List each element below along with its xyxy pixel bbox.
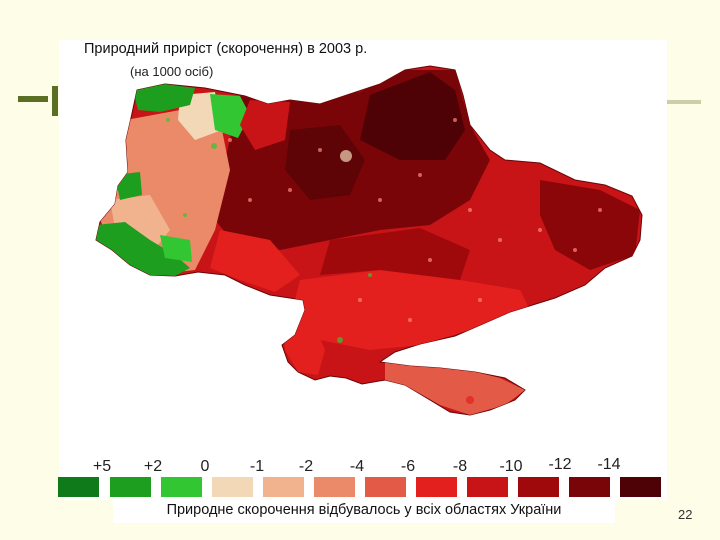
region-east-dark (540, 180, 640, 270)
map-title: Природний приріст (скорочення) в 2003 р. (84, 41, 368, 57)
region-crimea (385, 362, 525, 415)
legend-swatch-1 (58, 477, 99, 497)
region-podillia-red (210, 230, 300, 292)
region-center-red (320, 228, 470, 280)
decorative-line (665, 100, 701, 104)
page-number: 22 (678, 507, 693, 522)
legend-label: -4 (350, 458, 364, 475)
legend-label: -2 (299, 458, 313, 475)
legend-swatch-5 (263, 477, 304, 497)
legend-label: -6 (401, 458, 415, 475)
legend-label: 0 (201, 458, 210, 475)
region-volyn-green (133, 84, 195, 112)
region-center-dark (285, 125, 365, 200)
region-northwest-red (240, 100, 290, 150)
map-subtitle: (на 1000 осіб) (130, 64, 214, 79)
decorative-vertical-bar (52, 86, 58, 116)
legend-swatches (58, 477, 661, 497)
legend-swatch-6 (314, 477, 355, 497)
legend-swatch-2 (110, 477, 151, 497)
legend-label: -12 (548, 456, 571, 473)
district-dots (166, 118, 602, 404)
region-northeast-darkest (360, 72, 465, 160)
legend-label: -14 (597, 456, 620, 473)
legend-label: -8 (453, 458, 467, 475)
legend-swatch-3 (161, 477, 202, 497)
legend-swatch-9 (467, 477, 508, 497)
region-rivne-green (210, 94, 250, 138)
legend-swatch-11 (569, 477, 610, 497)
legend-swatch-10 (518, 477, 559, 497)
legend-swatch-7 (365, 477, 406, 497)
slide-caption: Природне скорочення відбувалось у всіх о… (113, 497, 615, 523)
legend-label: +2 (144, 458, 162, 475)
legend-labels: +5 +2 0 -1 -2 -4 -6 -8 -10 -12 -14 (93, 456, 621, 475)
decorative-bar (18, 96, 48, 102)
legend-swatch-4 (212, 477, 253, 497)
legend-label: +5 (93, 458, 111, 475)
legend-swatch-8 (416, 477, 457, 497)
legend-label: -1 (250, 458, 264, 475)
legend-swatch-12 (620, 477, 661, 497)
region-zakarpattia-green (96, 222, 190, 276)
region-chernivtsi-green (160, 235, 192, 262)
legend-label: -10 (499, 458, 522, 475)
